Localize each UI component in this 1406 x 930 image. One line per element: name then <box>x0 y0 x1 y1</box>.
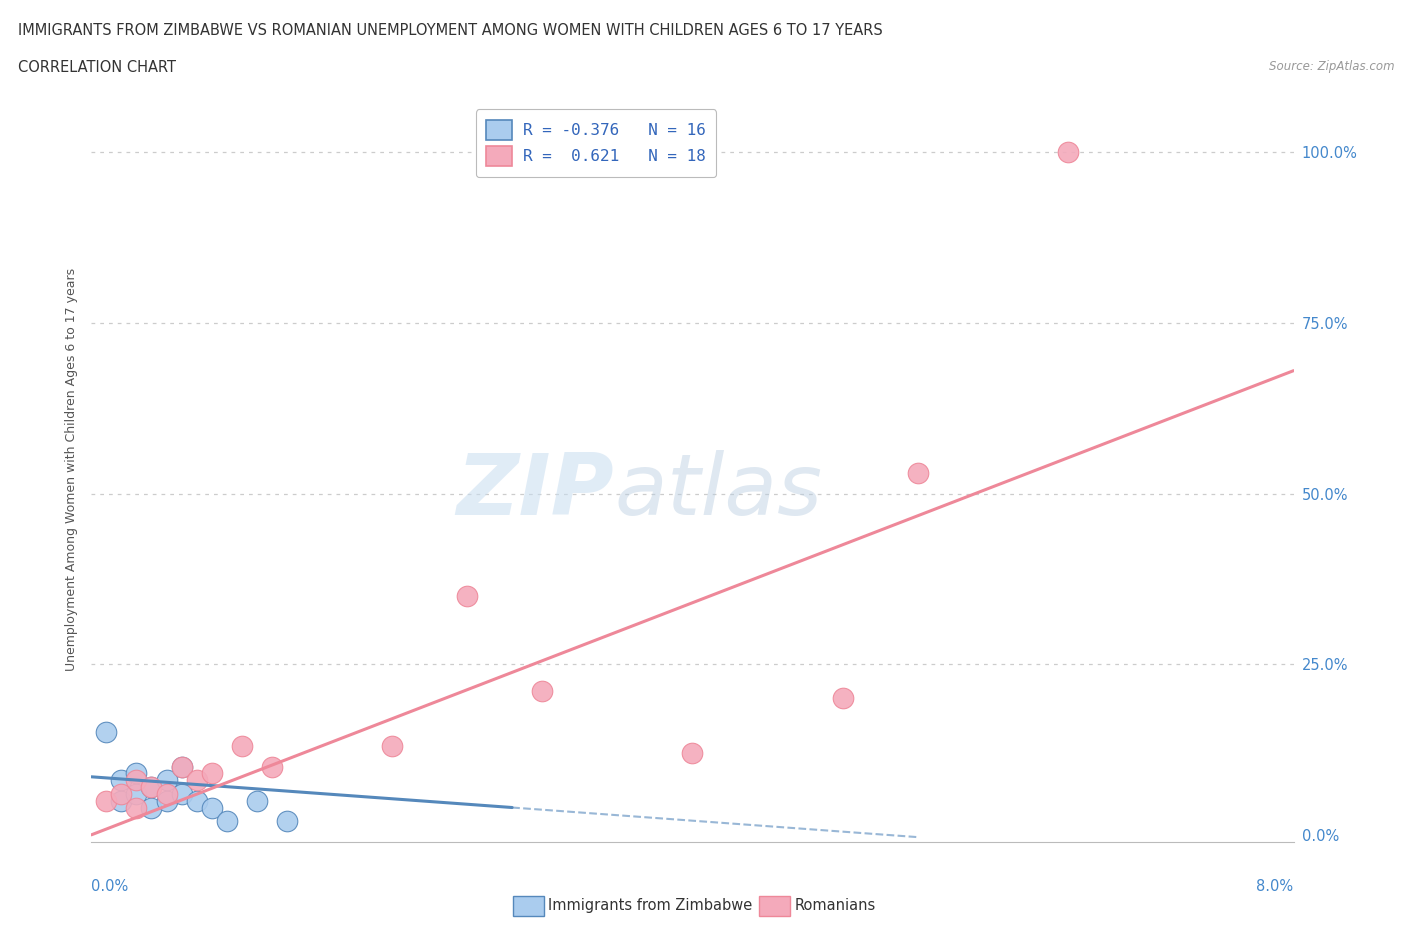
Point <box>831 691 853 706</box>
Legend: R = -0.376   N = 16, R =  0.621   N = 18: R = -0.376 N = 16, R = 0.621 N = 18 <box>477 110 717 177</box>
Point <box>141 800 163 815</box>
Text: IMMIGRANTS FROM ZIMBABWE VS ROMANIAN UNEMPLOYMENT AMONG WOMEN WITH CHILDREN AGES: IMMIGRANTS FROM ZIMBABWE VS ROMANIAN UNE… <box>18 23 883 38</box>
Point <box>246 793 269 808</box>
Point <box>125 773 148 788</box>
Point <box>96 725 118 740</box>
Point <box>96 793 118 808</box>
Text: Immigrants from Zimbabwe: Immigrants from Zimbabwe <box>548 898 752 913</box>
Point <box>110 773 132 788</box>
Point <box>531 684 554 699</box>
Text: ZIP: ZIP <box>457 450 614 534</box>
Point <box>1057 145 1080 160</box>
Point <box>141 779 163 794</box>
Point <box>201 766 224 781</box>
Point <box>170 787 193 802</box>
Point <box>141 779 163 794</box>
Point <box>125 800 148 815</box>
Point <box>155 787 177 802</box>
Point <box>170 759 193 774</box>
Point <box>186 773 208 788</box>
Text: Romanians: Romanians <box>794 898 876 913</box>
Text: 8.0%: 8.0% <box>1257 879 1294 894</box>
Text: atlas: atlas <box>614 450 823 534</box>
Point <box>155 773 177 788</box>
Point <box>456 589 478 604</box>
Point <box>681 746 703 761</box>
Point <box>231 738 253 753</box>
Point <box>155 793 177 808</box>
Text: Source: ZipAtlas.com: Source: ZipAtlas.com <box>1270 60 1395 73</box>
Point <box>170 759 193 774</box>
Point <box>125 787 148 802</box>
Point <box>276 814 298 829</box>
Point <box>215 814 238 829</box>
Point <box>125 766 148 781</box>
Point <box>381 738 404 753</box>
Point <box>907 466 929 481</box>
Point <box>110 787 132 802</box>
Point <box>260 759 283 774</box>
Y-axis label: Unemployment Among Women with Children Ages 6 to 17 years: Unemployment Among Women with Children A… <box>65 268 77 671</box>
Text: 0.0%: 0.0% <box>91 879 128 894</box>
Point <box>186 793 208 808</box>
Point <box>201 800 224 815</box>
Text: CORRELATION CHART: CORRELATION CHART <box>18 60 176 75</box>
Point <box>110 793 132 808</box>
